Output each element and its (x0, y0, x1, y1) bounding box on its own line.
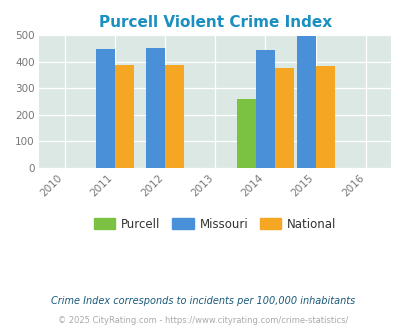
Bar (96, 50, 115, 168)
Bar (296, 36, 315, 168)
Bar (274, 68, 293, 168)
Legend: Purcell, Missouri, National: Purcell, Missouri, National (89, 213, 341, 236)
Bar (115, 65, 134, 168)
Bar (164, 65, 183, 168)
Text: © 2025 CityRating.com - https://www.cityrating.com/crime-statistics/: © 2025 CityRating.com - https://www.city… (58, 316, 347, 325)
Bar (255, 50, 274, 168)
Title: Purcell Violent Crime Index: Purcell Violent Crime Index (98, 15, 331, 30)
Bar (145, 48, 164, 168)
Text: Crime Index corresponds to incidents per 100,000 inhabitants: Crime Index corresponds to incidents per… (51, 296, 354, 306)
Bar (236, 99, 255, 168)
Bar (315, 66, 334, 168)
